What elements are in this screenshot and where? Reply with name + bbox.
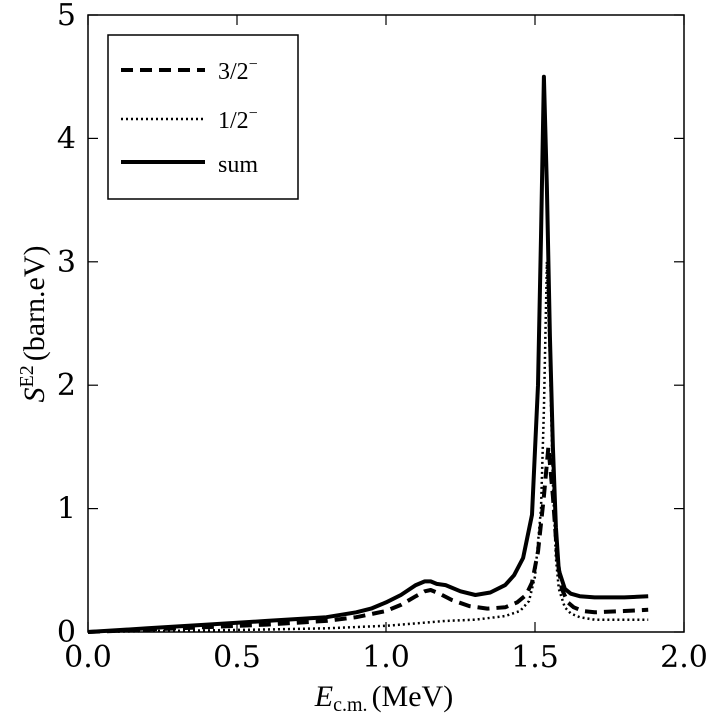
legend-label-1-2-sup: − [249, 105, 258, 122]
legend-label-1-2-text: 1/2 [218, 108, 249, 134]
x-tick-label: 1.5 [511, 640, 559, 675]
series-1-2-line [87, 260, 649, 634]
y-tick-label: 0 [57, 615, 76, 650]
x-tick-label: 2.0 [660, 640, 706, 675]
series-sum-line [87, 74, 649, 634]
x-axis-label-main: E [314, 680, 333, 713]
x-tick-label: 0.0 [64, 640, 112, 675]
legend-box [107, 34, 299, 200]
y-tick-label: 3 [57, 245, 76, 280]
x-tick-label: 0.5 [213, 640, 261, 675]
legend-label-sum: sum [218, 152, 258, 178]
y-axis-label-unit: (barn.eV) [18, 246, 51, 362]
legend: 3/2− 1/2− sum [107, 34, 299, 200]
y-tick-label: 2 [57, 368, 76, 403]
legend-label-3-2-text: 3/2 [218, 59, 249, 85]
x-axis-label: Ec.m. (MeV) [314, 680, 453, 716]
y-tick-label: 1 [57, 492, 76, 527]
y-tick-label: 5 [57, 0, 76, 33]
legend-label-1-2: 1/2− [218, 105, 258, 134]
y-axis-label-main: S [18, 388, 51, 403]
axis-ticks [87, 14, 685, 633]
y-tick-label: 4 [57, 121, 76, 156]
series-3-2-line [87, 444, 649, 634]
series-lines [87, 74, 649, 634]
legend-label-3-2: 3/2− [218, 56, 258, 85]
x-axis-label-unit: (MeV) [372, 680, 454, 713]
x-axis-label-sub: c.m. [333, 694, 367, 716]
legend-label-3-2-sup: − [249, 56, 258, 73]
axis-tick-labels: 0.0 0.5 1.0 1.5 2.0 0 1 2 3 4 5 [57, 0, 706, 675]
x-tick-label: 1.0 [362, 640, 410, 675]
y-axis-label-sup: E2 [16, 365, 38, 387]
y-axis-label: SE2 (barn.eV) [16, 246, 51, 403]
